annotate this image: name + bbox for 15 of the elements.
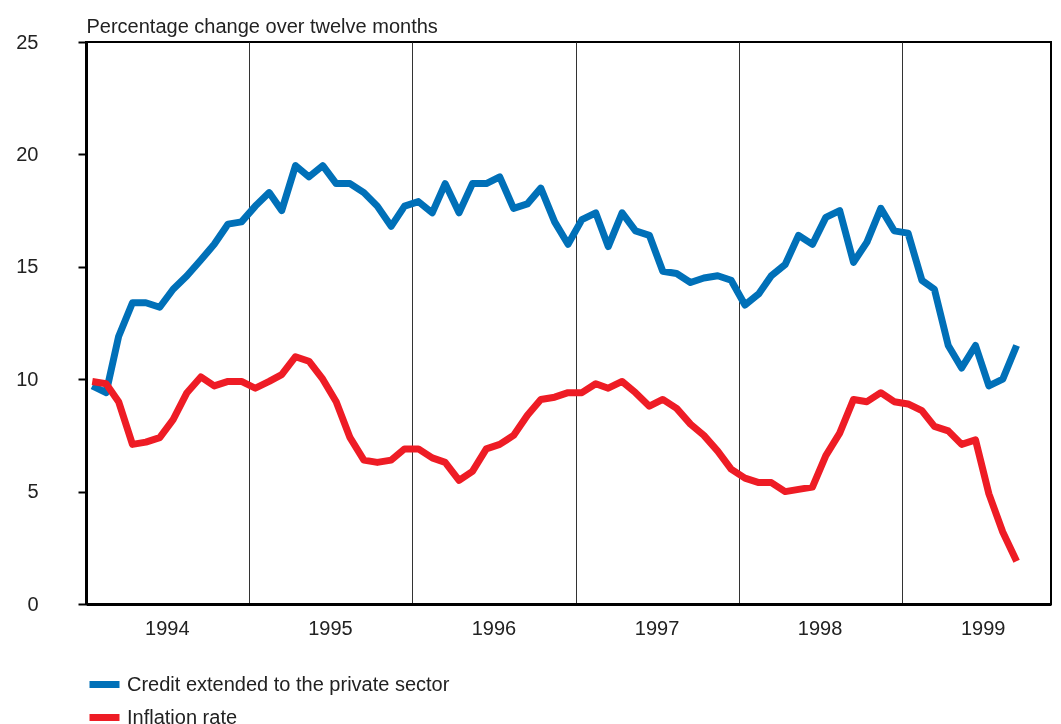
x-tick-label: 1999 xyxy=(960,616,1006,639)
legend-label: Credit extended to the private sector xyxy=(127,672,450,695)
x-tick-label: 1995 xyxy=(308,616,353,639)
y-tick-label: 10 xyxy=(16,367,39,390)
x-tick-label: 1994 xyxy=(145,616,190,639)
y-axis-title: Percentage change over twelve months xyxy=(86,14,438,37)
y-tick-label: 25 xyxy=(16,30,39,53)
legend-label: Inflation rate xyxy=(127,705,238,724)
x-tick-label: 1996 xyxy=(471,616,517,639)
x-tick-label: 1998 xyxy=(797,616,843,639)
x-tick-label: 1997 xyxy=(634,616,680,639)
y-tick-label: 0 xyxy=(27,592,39,615)
y-tick-label: 20 xyxy=(16,142,39,165)
y-tick-label: 15 xyxy=(16,255,39,278)
y-tick-label: 5 xyxy=(27,480,39,503)
